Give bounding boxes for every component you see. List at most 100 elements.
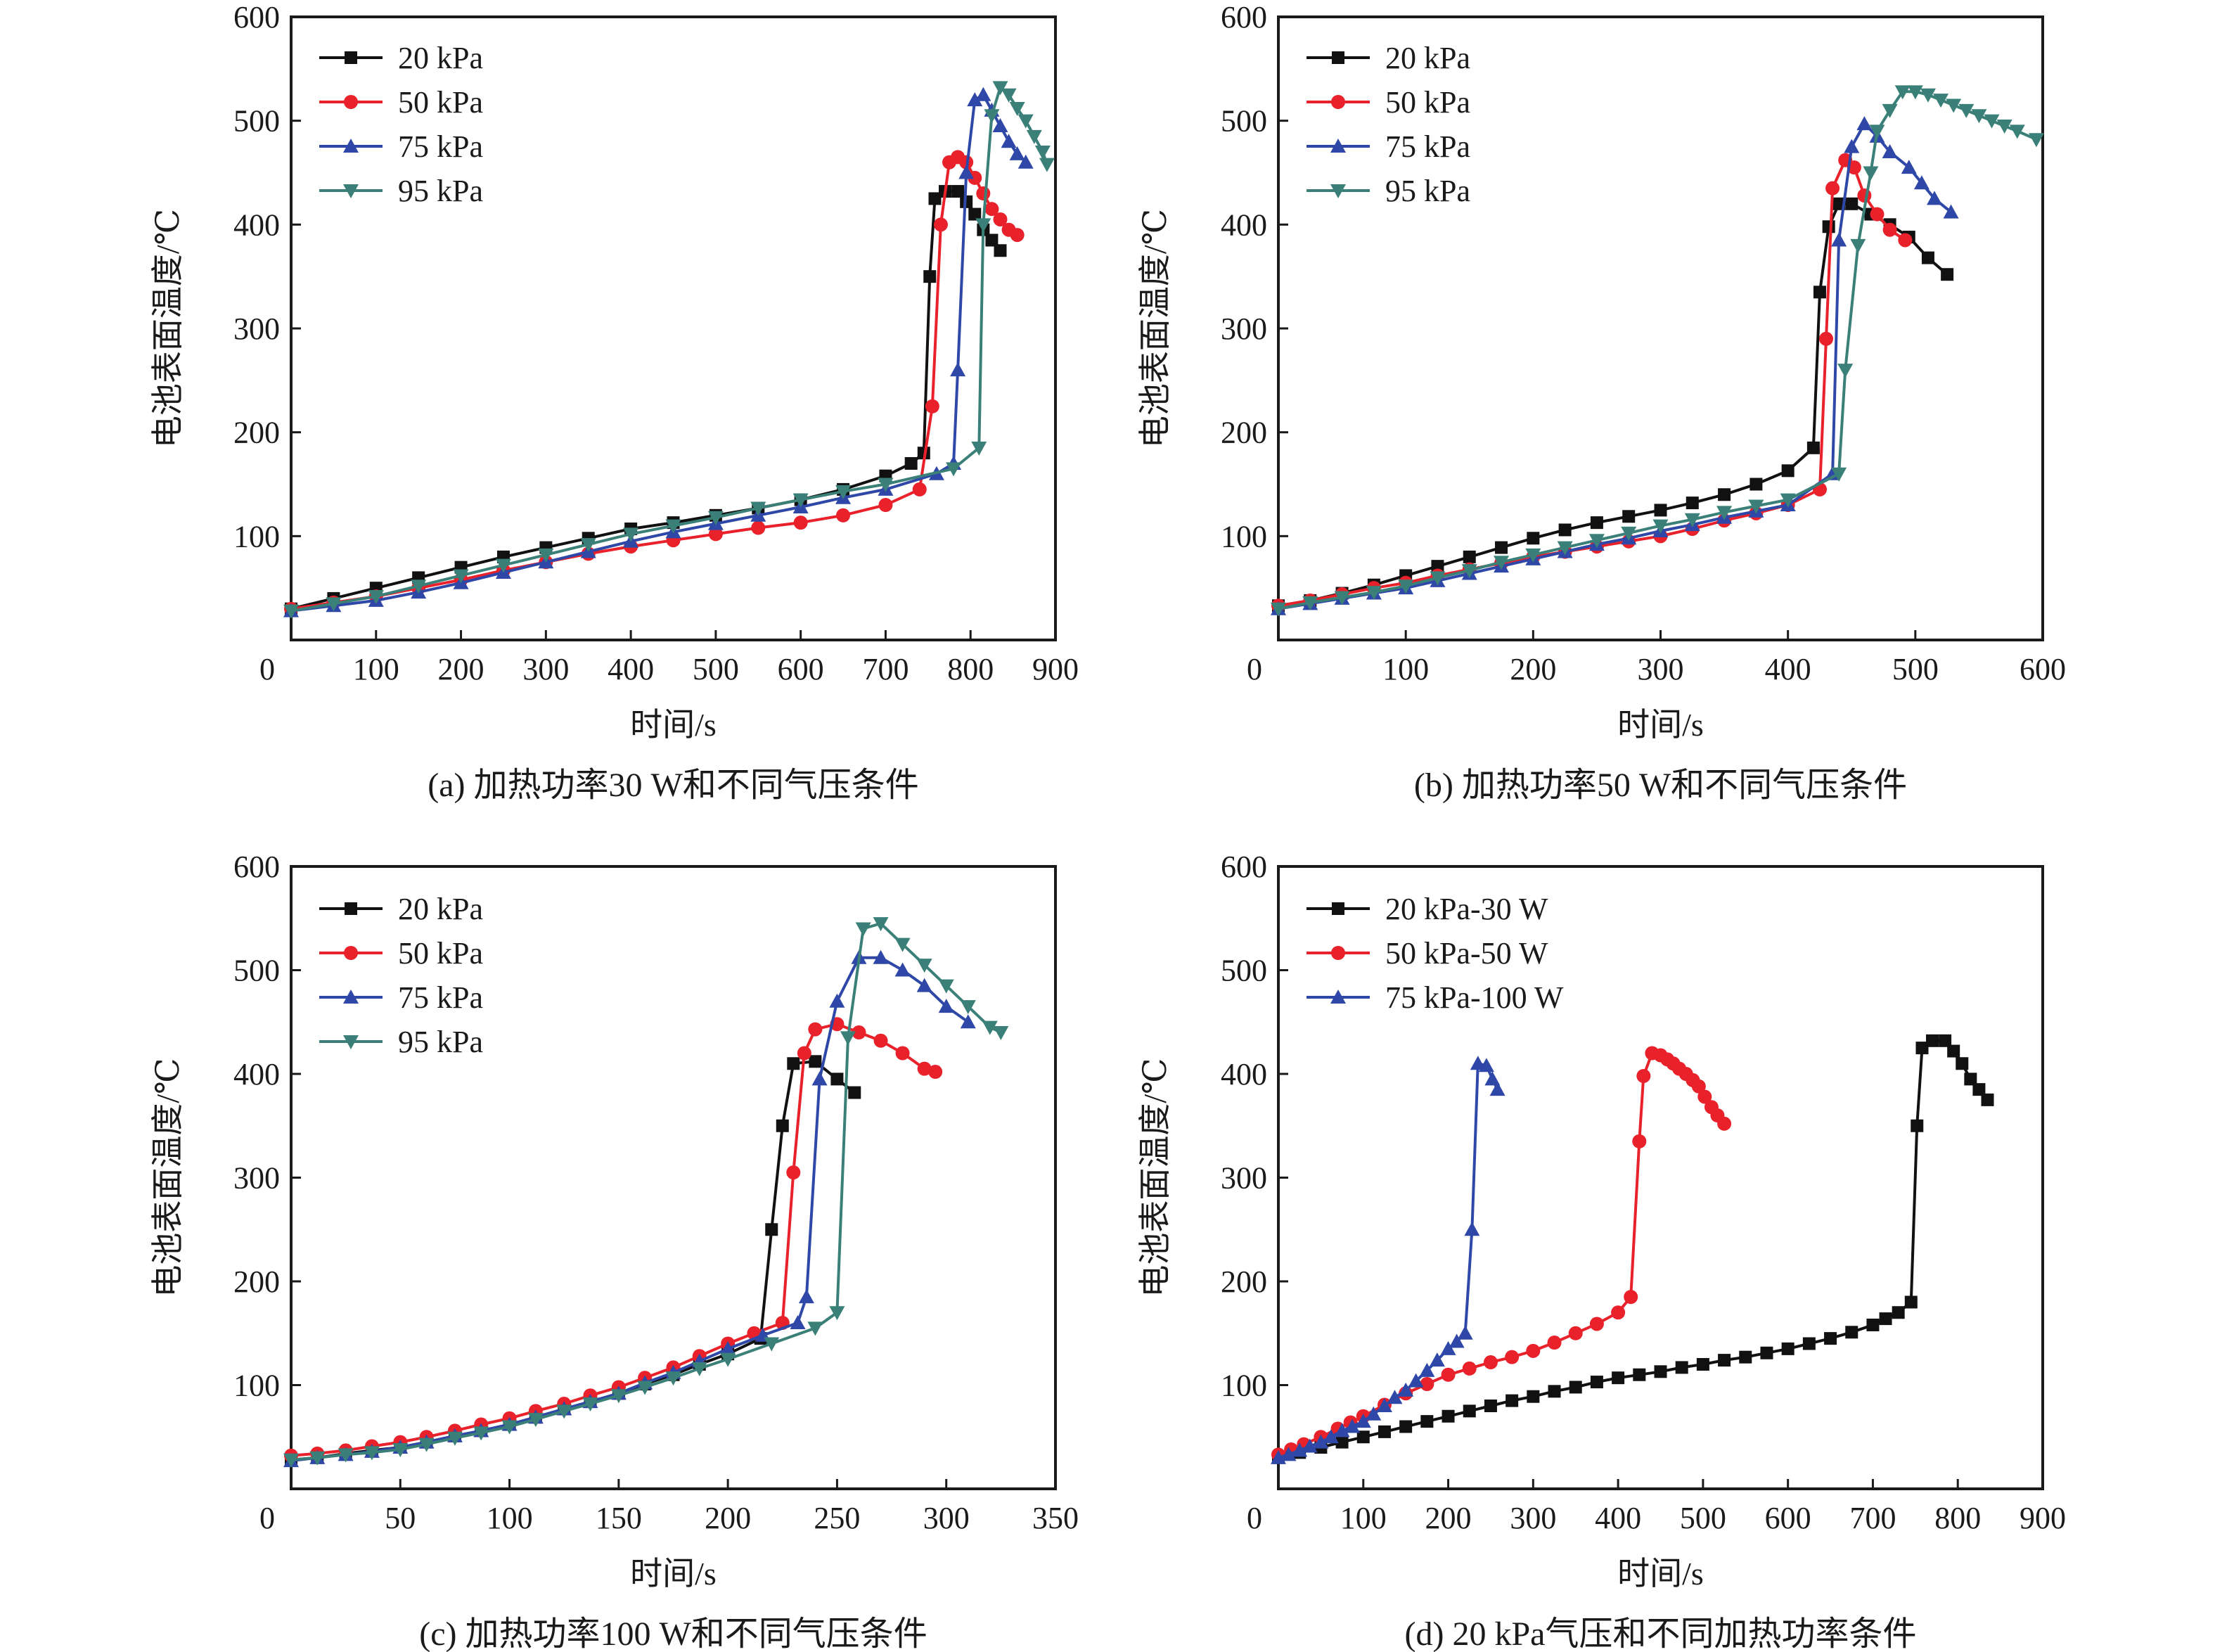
data-point-triangle-down	[807, 1321, 823, 1336]
data-point-circle	[1420, 1377, 1434, 1392]
legend-label: 20 kPa	[398, 41, 483, 75]
series-line	[1278, 202, 1948, 608]
data-point-triangle-up	[1009, 146, 1025, 160]
data-point-triangle-up	[1398, 1382, 1414, 1397]
data-point-square	[1718, 1354, 1731, 1367]
legend-entry: 20 kPa-30 W	[1306, 892, 1548, 926]
data-point-triangle-down	[1996, 120, 2012, 134]
data-point-triangle-up	[1292, 1442, 1308, 1457]
data-point-square	[1915, 1042, 1929, 1055]
data-point-circle	[797, 1046, 811, 1061]
data-point-square	[1739, 1350, 1752, 1364]
data-point-square	[1972, 1083, 1986, 1096]
data-point-circle	[808, 1022, 823, 1037]
y-tick-label: 400	[233, 207, 280, 242]
legend-label: 20 kPa-30 W	[1385, 892, 1548, 926]
data-point-circle	[1624, 1290, 1638, 1305]
x-tick-label: 400	[1765, 652, 1811, 686]
data-point-square	[1332, 902, 1344, 915]
data-point-circle	[1331, 95, 1345, 109]
series-line	[290, 155, 1018, 610]
y-tick-label: 300	[1221, 1161, 1267, 1196]
data-point-triangle-up	[1313, 1434, 1329, 1449]
data-point-triangle-up	[1882, 143, 1898, 158]
data-point-triangle-down	[873, 917, 889, 932]
series-75-kPa-100-W	[1271, 1056, 1505, 1464]
data-point-circle	[1331, 946, 1345, 960]
data-point-triangle-down	[1850, 238, 1866, 253]
data-point-triangle-down	[665, 519, 681, 534]
data-point-square	[1760, 1346, 1773, 1359]
x-tick-label: 100	[487, 1501, 533, 1535]
data-point-square	[1845, 197, 1858, 210]
data-point-triangle-down	[750, 501, 766, 516]
data-point-triangle-down	[1017, 114, 1034, 129]
data-point-triangle-up	[1017, 154, 1034, 169]
data-point-square	[1356, 1430, 1370, 1444]
data-point-square	[1696, 1358, 1709, 1371]
x-tick-label: 0	[1247, 1501, 1262, 1535]
legend-entry: 20 kPa	[319, 41, 483, 75]
legend-entry: 75 kPa-100 W	[1306, 980, 1564, 1015]
data-point-triangle-up	[1376, 1398, 1392, 1412]
legend-label: 75 kPa	[1385, 129, 1470, 164]
series-line	[1278, 1051, 1726, 1456]
data-point-triangle-up	[1913, 175, 1930, 190]
data-point-circle	[1483, 1355, 1498, 1370]
series-20-kPa	[285, 1055, 861, 1466]
x-tick-label: 0	[259, 652, 275, 686]
data-point-triangle-up	[1440, 1340, 1456, 1355]
chart-panel-d: 0 100 200 300 400 500 600 700 800 900 100 200 300 400…	[1137, 850, 2066, 1652]
series-50-kPa	[284, 150, 1025, 616]
x-axis-label: 时间/s	[1617, 1556, 1704, 1592]
legend-entry: 50 kPa-50 W	[1306, 936, 1548, 971]
series-20-kPa	[285, 185, 1007, 615]
data-point-triangle-down	[792, 493, 809, 508]
series-75-kPa	[1271, 116, 1959, 615]
data-point-square	[1335, 1435, 1349, 1449]
legend-label: 20 kPa	[1385, 41, 1470, 75]
legend-label: 20 kPa	[398, 892, 483, 926]
legend-entry: 75 kPa	[1306, 129, 1470, 164]
x-tick-label: 200	[438, 652, 484, 686]
legend-entry: 50 kPa	[319, 85, 483, 120]
data-point-circle	[873, 1033, 888, 1048]
data-point-square	[787, 1057, 800, 1070]
x-axis-label: 时间/s	[1617, 707, 1704, 743]
legend-entry: 20 kPa	[319, 892, 483, 926]
data-point-triangle-down	[878, 478, 894, 492]
y-tick-label: 100	[233, 1369, 280, 1403]
x-tick-label: 250	[814, 1501, 860, 1535]
data-point-square	[1675, 1361, 1688, 1374]
data-point-triangle-up	[1344, 1419, 1361, 1433]
legend-entry: 75 kPa	[319, 129, 483, 164]
x-tick-label: 500	[1892, 652, 1939, 686]
data-point-square	[1505, 1394, 1519, 1407]
data-point-square	[1981, 1093, 1994, 1106]
data-point-triangle-down	[1958, 103, 1975, 118]
data-point-triangle-down	[1621, 526, 1637, 541]
data-point-triangle-up	[1844, 139, 1860, 153]
data-point-triangle-down	[1684, 513, 1700, 527]
data-point-square	[1612, 1371, 1625, 1385]
data-point-triangle-down	[1933, 94, 1949, 108]
data-point-square	[1964, 1072, 1977, 1086]
data-point-triangle-down	[556, 1404, 572, 1419]
data-point-triangle-up	[1478, 1058, 1494, 1072]
data-point-triangle-down	[975, 218, 991, 233]
data-point-triangle-down	[1588, 534, 1605, 549]
data-point-square	[994, 244, 1007, 257]
data-point-triangle-down	[1001, 88, 1017, 103]
data-point-circle	[1898, 233, 1913, 248]
data-point-triangle-up	[1489, 1082, 1505, 1096]
data-point-triangle-down	[835, 485, 852, 499]
data-point-triangle-down	[343, 184, 359, 198]
x-tick-label: 900	[1032, 652, 1079, 686]
legend-entry: 50 kPa	[1306, 85, 1470, 120]
data-point-triangle-down	[1430, 571, 1446, 586]
data-point-triangle-down	[623, 527, 639, 542]
series-95-kPa	[283, 917, 1009, 1468]
x-tick-label: 100	[1382, 652, 1429, 686]
data-point-triangle-down	[946, 462, 962, 477]
data-point-triangle-down	[538, 548, 554, 563]
